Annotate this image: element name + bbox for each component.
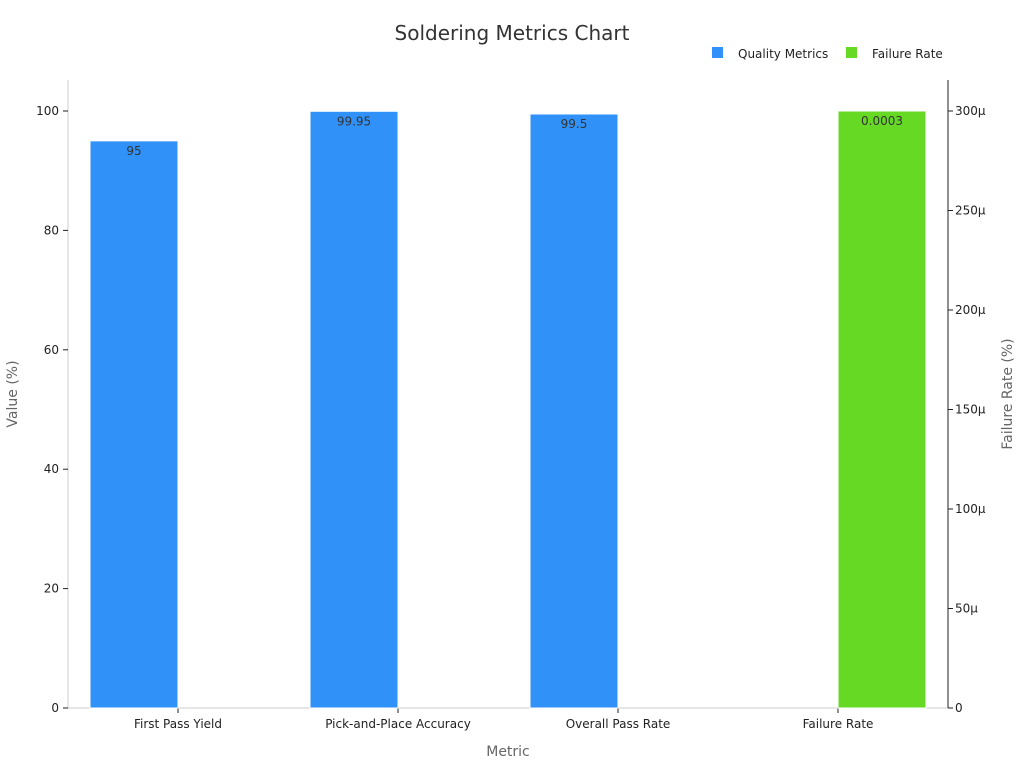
- left-tick-label: 80: [44, 223, 59, 237]
- legend-label-quality-metrics[interactable]: Quality Metrics: [738, 47, 828, 61]
- y2-axis-title: Failure Rate (%): [1000, 338, 1016, 449]
- legend: Quality Metrics Failure Rate: [712, 47, 943, 61]
- bar-data-label: 99.95: [337, 114, 371, 128]
- left-tick-label: 0: [51, 701, 59, 715]
- bar-data-label: 95: [126, 144, 141, 158]
- bar-quality-metrics[interactable]: [529, 113, 619, 709]
- right-tick-label: 200μ: [955, 303, 986, 317]
- left-tick-label: 100: [36, 104, 59, 118]
- left-tick-label: 20: [44, 582, 59, 596]
- right-tick-label: 250μ: [955, 204, 986, 218]
- x-category-label: First Pass Yield: [134, 717, 222, 731]
- y-axis-title: Value (%): [5, 360, 21, 427]
- bar-data-labels: 95 99.95 99.5 0.0003: [126, 114, 903, 158]
- bar-quality-metrics[interactable]: [309, 110, 399, 709]
- bar-quality-metrics[interactable]: [89, 140, 179, 709]
- legend-label-failure-rate[interactable]: Failure Rate: [872, 47, 943, 61]
- right-axis-ticks: 0 50μ 100μ 150μ 200μ 250μ 300μ: [948, 104, 986, 715]
- x-category-label: Overall Pass Rate: [566, 717, 671, 731]
- left-axis-ticks: 0 20 40 60 80 100: [36, 104, 68, 715]
- x-category-label: Pick-and-Place Accuracy: [325, 717, 471, 731]
- right-tick-label: 150μ: [955, 403, 986, 417]
- bar-failure-rate[interactable]: [837, 110, 927, 709]
- right-tick-label: 300μ: [955, 104, 986, 118]
- legend-swatch-failure-rate[interactable]: [846, 47, 857, 58]
- left-tick-label: 60: [44, 343, 59, 357]
- left-tick-label: 40: [44, 462, 59, 476]
- x-category-label: Failure Rate: [803, 717, 874, 731]
- right-tick-label: 0: [955, 701, 963, 715]
- right-tick-label: 100μ: [955, 502, 986, 516]
- chart-title: Soldering Metrics Chart: [395, 21, 630, 45]
- right-tick-label: 50μ: [955, 602, 978, 616]
- bar-data-label: 0.0003: [861, 114, 903, 128]
- legend-swatch-quality-metrics[interactable]: [712, 47, 723, 58]
- x-axis-title: Metric: [486, 744, 530, 760]
- bar-data-label: 99.5: [561, 117, 588, 131]
- bars: [89, 110, 927, 709]
- plot-axes: [67, 80, 949, 709]
- x-axis-category-labels: First Pass Yield Pick-and-Place Accuracy O…: [134, 708, 873, 731]
